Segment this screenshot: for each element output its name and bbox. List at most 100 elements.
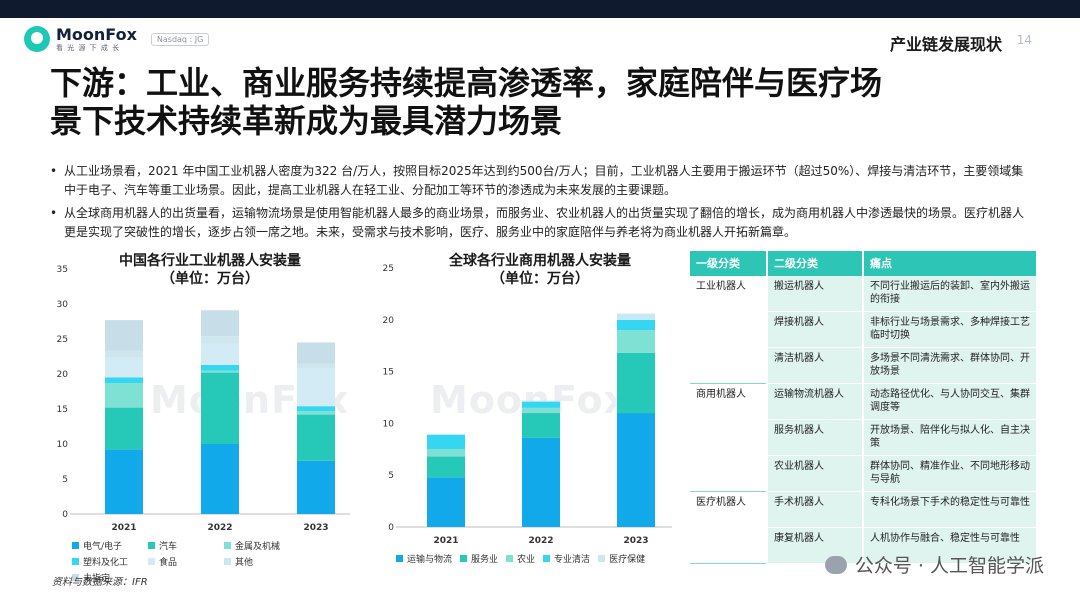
- legend-swatch: [148, 542, 155, 549]
- legend-label: 电气/电子: [83, 542, 123, 552]
- subcategory-cell: 手术机器人: [767, 491, 864, 528]
- bar-segment: [297, 460, 335, 514]
- pain-cell: 不同行业搬运后的装卸、室内外搬运的衔接: [863, 276, 1038, 312]
- y-tick-label: 30: [57, 300, 69, 310]
- table-header: 一级分类: [690, 251, 768, 276]
- bar-segment: [201, 372, 239, 444]
- pain-cell: 群体协同、精准作业、不同地形移动与导航: [863, 455, 1038, 492]
- y-tick-label: 0: [388, 523, 394, 533]
- legend-item: 运输与物流: [396, 552, 452, 565]
- bar-segment: [617, 352, 655, 414]
- bar-segment: [105, 350, 143, 358]
- legend-swatch: [72, 558, 79, 565]
- legend-label: 农业: [517, 555, 536, 565]
- watermark-footer-text: 公众号 · 人工智能学派: [854, 555, 1044, 577]
- legend-item: 塑料及化工: [72, 555, 140, 568]
- bar-segment: [427, 449, 465, 457]
- subcategory-cell: 清洁机器人: [767, 347, 864, 384]
- page-title-line1: 下游：工业、商业服务持续提高渗透率，家庭陪伴与医疗场: [50, 64, 883, 102]
- legend-swatch: [72, 574, 79, 581]
- y-tick-label: 20: [383, 316, 395, 326]
- legend-item: 医疗保健: [598, 552, 645, 565]
- legend-item: 服务业: [460, 552, 498, 565]
- x-tick-label: 2021: [111, 523, 136, 533]
- legend-item: 汽车: [148, 539, 216, 552]
- bar-segment: [617, 330, 655, 353]
- bar-segment: [617, 413, 655, 527]
- chart2-title-block: 全球各行业商用机器人安装量 （单位：万台）: [395, 252, 685, 288]
- table-row: 医疗机器人 手术机器人 专科化场景下手术的稳定性与可靠性: [690, 491, 1038, 564]
- table-row: 服务机器人 开放场景、陪伴化与拟人化、自主决策: [690, 419, 1038, 456]
- bar-segment: [522, 413, 560, 438]
- subcategory-cell: 农业机器人: [767, 455, 864, 492]
- legend-swatch: [72, 542, 79, 549]
- chart1-subtitle: （单位：万台）: [161, 271, 259, 287]
- section-title: 产业链发展现状: [889, 35, 1002, 54]
- y-tick-label: 25: [57, 335, 68, 345]
- bar-segment: [201, 444, 239, 514]
- pain-cell: 开放场景、陪伴化与拟人化、自主决策: [863, 419, 1038, 456]
- legend-item: 食品: [148, 555, 216, 568]
- bar-segment: [201, 370, 239, 373]
- watermark-footer: 公众号 · 人工智能学派: [824, 551, 1044, 578]
- bar-segment: [427, 477, 465, 527]
- x-tick-label: 2023: [303, 523, 328, 533]
- chart2-legend: 运输与物流 服务业 农业 专业清洁 医疗保健: [396, 552, 696, 568]
- legend-item: 金属及机械: [224, 539, 292, 552]
- page-title: 下游：工业、商业服务持续提高渗透率，家庭陪伴与医疗场 景下技术持续革新成为最具潜…: [50, 64, 1040, 140]
- bar-segment: [105, 383, 143, 408]
- table-row: 焊接机器人 非标行业与场景需求、多种焊接工艺临时切换: [690, 311, 1038, 348]
- bar-segment: [427, 456, 465, 478]
- bar-segment: [522, 437, 560, 527]
- brand-logo: MoonFox 看 光 源 下 成 长 Nasdaq : JG: [24, 26, 210, 52]
- legend-swatch: [224, 558, 231, 565]
- subcategory-cell: 康复机器人: [767, 527, 864, 564]
- bar-segment: [522, 401, 560, 408]
- subcategory-cell: 焊接机器人: [767, 311, 864, 348]
- bar-segment: [201, 310, 239, 337]
- legend-swatch: [396, 555, 403, 562]
- legend-item: 农业: [506, 552, 535, 565]
- bar-segment: [105, 407, 143, 450]
- chart1-legend: 电气/电子 汽车 金属及机械 塑料及化工 食品 其他 未指定: [72, 539, 372, 587]
- bar-segment: [297, 406, 335, 412]
- table-row: 康复机器人 人机协作与融合、稳定性与可靠性: [690, 527, 1038, 564]
- y-tick-label: 5: [62, 475, 68, 485]
- legend-item: 专业清洁: [543, 552, 590, 565]
- legend-label: 其他: [235, 558, 254, 568]
- bar-segment: [105, 320, 143, 351]
- bar-segment: [617, 319, 655, 331]
- ticker-badge: Nasdaq : JG: [150, 32, 210, 46]
- category-cell: 医疗机器人: [690, 491, 768, 564]
- legend-label: 金属及机械: [235, 542, 281, 552]
- bar-segment: [297, 414, 335, 461]
- bar-segment: [201, 336, 239, 344]
- bar-segment: [201, 343, 239, 365]
- legend-item: 电气/电子: [72, 539, 140, 552]
- x-tick-label: 2021: [433, 536, 458, 546]
- table-row: 农业机器人 群体协同、精准作业、不同地形移动与导航: [690, 455, 1038, 492]
- table-header: 二级分类: [767, 251, 864, 276]
- pain-cell: 专科化场景下手术的稳定性与可靠性: [863, 491, 1038, 528]
- category-cell: 工业机器人: [690, 276, 768, 384]
- page-title-line2: 景下技术持续革新成为最具潜力场景: [50, 102, 563, 140]
- table-header: 痛点: [863, 251, 1038, 276]
- bullet-item: 从全球商用机器人的出货量看，运输物流场景是使用智能机器人最多的商业场景，而服务业…: [50, 204, 1030, 242]
- bar-segment: [297, 342, 335, 364]
- legend-label: 塑料及化工: [83, 558, 129, 568]
- bar-segment: [105, 377, 143, 384]
- chart2-title: 全球各行业商用机器人安装量: [449, 253, 631, 269]
- legend-item: 其他: [224, 555, 292, 568]
- bar-segment: [522, 400, 560, 402]
- y-tick-label: 5: [388, 471, 394, 481]
- category-cell: 商用机器人: [690, 383, 768, 492]
- bar-segment: [427, 433, 465, 435]
- legend-swatch: [506, 555, 514, 562]
- subcategory-cell: 运输物流机器人: [767, 383, 864, 420]
- table-row: 商用机器人 运输物流机器人 动态路径优化、与人协同交互、集群调度等: [690, 383, 1038, 492]
- subcategory-cell: 服务机器人: [767, 419, 864, 456]
- legend-swatch: [148, 558, 155, 565]
- chart2-subtitle: （单位：万台）: [491, 271, 589, 287]
- page-number: 14: [1016, 33, 1032, 47]
